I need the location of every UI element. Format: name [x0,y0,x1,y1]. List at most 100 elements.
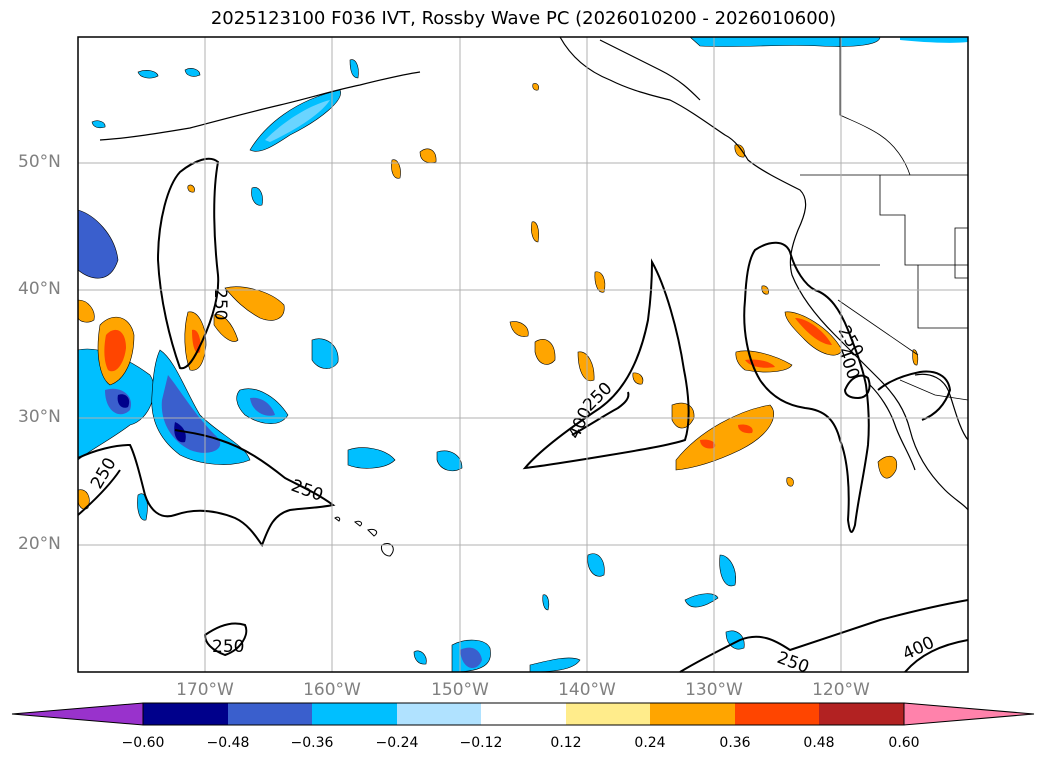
contour-line [679,599,969,673]
baja-coastline [869,384,916,471]
negative-anomaly-region [900,37,968,43]
contour-line [77,469,121,516]
negative-anomaly-region [117,394,130,408]
negative-anomaly-region [311,338,339,369]
negative-anomaly-region [77,209,119,279]
positive-anomaly-region [224,286,285,321]
positive-anomaly-region [594,271,606,293]
hawaiian-islands [334,516,394,557]
positive-anomaly-region [786,477,794,487]
island [381,542,394,557]
map-title: 2025123100 F036 IVT, Rossby Wave PC (202… [210,8,837,29]
graticule [78,37,968,672]
positive-anomaly-region [671,402,695,429]
lon-label: 150°W [431,680,489,700]
negative-anomaly-region [137,70,159,79]
contour-label: 250 [87,454,121,492]
map-frame [77,36,969,673]
negative-anomaly-region [684,593,719,608]
colorbar-swatch [735,703,819,725]
positive-anomaly-region [104,329,126,372]
negative-anomaly-region [529,657,581,673]
positive-anomaly-region [77,299,95,323]
positive-anomaly-region [577,351,595,382]
colorbar-tick-label: 0.24 [634,735,666,751]
negative-anomaly-region [460,647,482,669]
negative-anomaly-region [542,594,550,611]
positive-anomaly-region [632,372,644,385]
colorbar-tick-label: 0.48 [803,735,835,751]
colorbar-tick-label: −0.12 [459,735,503,751]
positive-anomaly-region [419,148,437,163]
us-state-border [879,175,968,266]
lat-label: 20°N [18,534,61,554]
lon-label: 120°W [812,680,870,700]
positive-anomaly-region [531,221,539,243]
positive-anomaly-region [738,424,753,434]
colorbar-extend-low [11,702,144,726]
colorbar-tick-label: 0.12 [550,735,582,751]
negative-anomaly-region [436,450,463,472]
colorbar-tick-label: −0.48 [206,735,250,751]
aleutian-coastline [99,71,421,141]
negative-anomaly-region [91,120,106,129]
positive-anomaly-region [877,455,898,479]
colorbar-swatch [228,703,312,725]
colorbar-tick-label: −0.60 [121,735,165,751]
negative-anomaly-region [349,59,359,79]
island [367,529,378,537]
lat-label: 50°N [18,152,61,172]
negative-anomaly-region [174,422,186,443]
positive-anomaly-region [700,439,716,449]
colorbar-tick-label: 0.60 [888,735,920,751]
borders [790,37,969,401]
colorbar-swatch [819,703,904,725]
colorbar-swatch [566,703,650,725]
colorbar-tick-label: 0.36 [719,735,751,751]
contour-label: 250 [210,288,230,320]
colorbar-swatch [143,703,228,725]
negative-anomaly-region [250,397,275,416]
us-mexico-border [899,379,969,401]
contour-line [877,370,952,421]
lon-label: 160°W [303,680,361,700]
contour-labels: 250 250 250 250 250 400 250 250 400 250 … [87,288,938,678]
positive-anomaly-region [213,314,239,342]
positive-anomaly-region [534,339,556,365]
contour-line [904,639,969,673]
contour-line [843,374,871,400]
coastlines [99,36,969,511]
colorbar-swatch [650,703,735,725]
lon-label: 130°W [685,680,743,700]
colorbar-tick-label: −0.24 [375,735,419,751]
negative-anomaly-region [689,36,881,47]
colorbar-swatch [312,703,397,725]
contour-label: 250 [774,648,811,678]
positive-anomaly-region [734,144,745,158]
us-state-border [917,265,968,329]
contour-line [522,258,690,470]
ivt-contours [77,157,969,673]
contour-label: 250 [288,476,325,506]
positive-anomaly-region [795,318,832,345]
canada-alaska-border [839,37,911,176]
positive-anomaly-region [509,321,529,337]
positive-anomaly-region [675,404,775,471]
negative-anomaly-region [347,447,396,469]
colorbar-swatch [481,703,566,725]
positive-anomaly-region [532,83,539,91]
negative-anomaly-region [719,554,736,587]
negative-anomaly-region [184,68,201,77]
mexico-coastline [914,373,969,441]
lat-label: 40°N [18,279,61,299]
lon-label: 170°W [176,680,234,700]
negative-anomaly-region [587,553,605,577]
negative-anomaly-region [251,187,263,206]
island [334,516,341,522]
negative-anomaly-region [137,493,148,521]
contour-line [156,157,220,370]
positive-anomaly-region [391,159,401,179]
contour-label: 250 [212,637,244,657]
lat-label: 30°N [18,407,61,427]
